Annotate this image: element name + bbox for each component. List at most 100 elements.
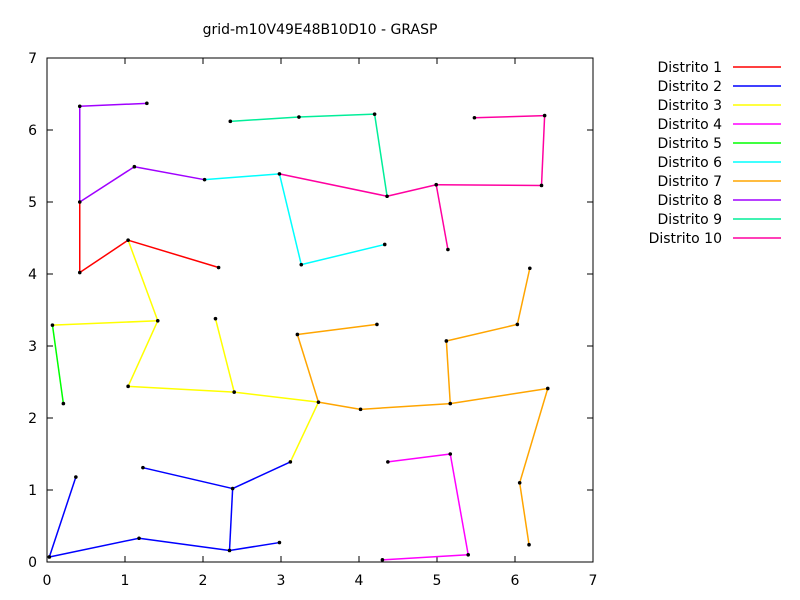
y-tick-label: 4 (28, 267, 37, 283)
series-segment (474, 114, 545, 119)
series-segment (449, 453, 469, 555)
legend-label: Distrito 10 (649, 231, 722, 247)
series-segment (127, 239, 219, 269)
series-segment (518, 388, 549, 484)
legend-label: Distrito 7 (657, 174, 722, 190)
series-segment (279, 173, 388, 197)
series-segment (127, 239, 159, 322)
series-segment (128, 385, 235, 393)
series-3 (52, 239, 320, 463)
legend-label: Distrito 9 (657, 212, 722, 228)
series-segment (435, 184, 449, 250)
vertex-point (155, 319, 160, 323)
legend-label: Distrito 2 (657, 79, 722, 95)
vertex-point (372, 112, 377, 116)
series-segment (540, 115, 546, 186)
series-2 (48, 461, 291, 558)
vertex-point (528, 266, 532, 271)
series-segment (214, 318, 235, 393)
series-segment (446, 323, 518, 342)
vertex-point (295, 332, 300, 337)
vertex-point (515, 322, 520, 327)
vertex-point (444, 339, 449, 343)
series-segment (52, 320, 158, 326)
series-9 (230, 113, 388, 197)
vertex-point (288, 460, 293, 464)
vertex-point (77, 200, 82, 204)
vertex-point (277, 172, 282, 176)
series-segment (436, 183, 542, 187)
plot-frame (46, 57, 594, 563)
vertex-point (448, 401, 453, 406)
series-segment (79, 239, 129, 274)
x-tick-label: 2 (199, 573, 208, 589)
series-segment (48, 476, 77, 558)
y-tick-label: 2 (28, 411, 37, 427)
vertex-point (137, 536, 141, 541)
series-segment (450, 387, 548, 405)
vertex-point (386, 460, 390, 464)
vertex-point (126, 238, 130, 242)
vertex-point (47, 555, 52, 559)
y-tick-label: 3 (28, 339, 37, 355)
x-tick-label: 5 (433, 573, 442, 589)
y-axis: 0 1 2 3 4 5 6 7 (28, 51, 593, 571)
vertex-point (385, 194, 389, 199)
vertex-point (380, 558, 385, 562)
vertex-point (202, 177, 207, 182)
vertex-point (545, 386, 550, 391)
y-tick-label: 0 (28, 555, 37, 571)
series-segment (138, 537, 230, 552)
series-segment (232, 461, 291, 490)
x-axis: 0 1 2 3 4 5 6 7 (43, 58, 598, 589)
x-tick-label: 3 (277, 573, 286, 589)
series-6 (204, 173, 385, 266)
series-segment (79, 102, 147, 107)
x-tick-label: 4 (355, 573, 364, 589)
x-tick-label: 7 (589, 573, 598, 589)
legend: Distrito 1 Distrito 2 Distrito 3 Distrito 4… (649, 60, 781, 247)
series-segment (318, 401, 361, 411)
vertex-point (539, 183, 544, 188)
legend-label: Distrito 3 (657, 98, 722, 114)
series-segment (229, 541, 280, 552)
y-tick-label: 7 (28, 51, 37, 67)
y-tick-label: 6 (28, 123, 37, 139)
vertex-point (297, 115, 301, 119)
y-tick-label: 5 (28, 195, 37, 211)
vertex-point (448, 452, 453, 456)
series-segment (386, 183, 437, 197)
vertex-point (375, 322, 379, 327)
vertex-point (316, 400, 321, 404)
legend-label: Distrito 6 (657, 155, 722, 171)
vertex-point (230, 486, 235, 491)
vertex-point (126, 384, 130, 389)
series-segment (228, 488, 234, 551)
series-4 (382, 453, 469, 561)
vertex-point (213, 316, 218, 321)
series-segment (382, 554, 469, 561)
vertex-point (527, 542, 531, 547)
series-segment (297, 323, 378, 336)
series-segment (134, 165, 205, 181)
vertex-point (227, 548, 232, 553)
series-segment (79, 166, 135, 203)
legend-label: Distrito 1 (657, 60, 722, 76)
vertex-point (77, 270, 82, 275)
series-segment (278, 173, 303, 265)
vertex-point (434, 182, 439, 187)
vertex-point (216, 265, 221, 270)
series-segment (387, 453, 451, 463)
series-segment (230, 116, 299, 123)
vertex-point (472, 115, 477, 120)
vertex-point (132, 164, 137, 169)
vertex-point (382, 242, 387, 247)
vertex-point (50, 323, 55, 327)
series-segment (301, 243, 385, 266)
plot-series (47, 101, 550, 562)
legend-label: Distrito 8 (657, 193, 722, 209)
series-segment (298, 113, 375, 118)
vertex-point (74, 475, 78, 479)
vertex-point (466, 553, 471, 557)
